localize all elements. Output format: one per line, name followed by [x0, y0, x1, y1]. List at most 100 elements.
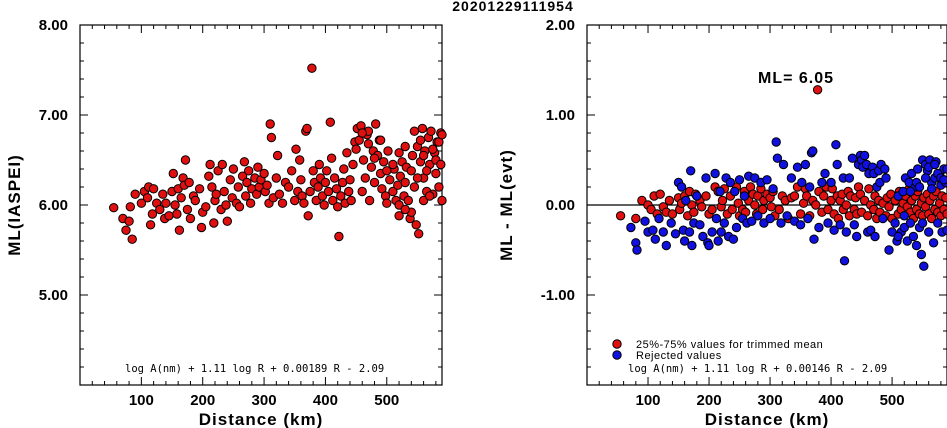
right-rejected-point — [849, 220, 859, 230]
left-accepted-point — [369, 153, 380, 163]
left-accepted-point — [346, 195, 356, 206]
right-rejected-point — [730, 186, 740, 197]
left-accepted-point — [375, 135, 386, 145]
left-accepted-point — [314, 159, 324, 170]
right-rejected-point — [808, 146, 818, 156]
left-accepted-point — [290, 195, 300, 206]
left-accepted-point — [161, 198, 171, 208]
right-rejected-point — [881, 173, 891, 183]
right-rejected-point — [933, 218, 943, 228]
left-accepted-point — [320, 177, 331, 188]
right-rejected-point — [759, 218, 769, 228]
left-accepted-point — [170, 200, 180, 210]
right-rejected-point — [844, 173, 855, 183]
right-rejected-point — [905, 218, 916, 228]
left-accepted-point — [326, 153, 337, 163]
right-rejected-point — [681, 195, 691, 206]
left-accepted-point — [418, 150, 429, 161]
right-rejected-point — [792, 162, 803, 172]
left-accepted-point — [409, 126, 420, 136]
left-accepted-point — [245, 198, 256, 208]
right-rejected-point — [786, 173, 797, 183]
right-rejected-point — [753, 211, 763, 221]
left-ytick-label: 6.00 — [39, 197, 68, 214]
right-rejected-point — [820, 168, 830, 179]
right-rejected-point — [701, 173, 711, 183]
right-rejected-point — [890, 218, 900, 228]
right-rejected-point — [823, 218, 833, 228]
left-accepted-point — [287, 166, 297, 176]
legend-label-accepted: 25%-75% values for trimmed mean — [636, 339, 823, 351]
left-accepted-point — [233, 182, 244, 192]
left-accepted-point — [221, 200, 231, 210]
left-accepted-point — [388, 186, 398, 197]
right-accepted-point — [795, 209, 806, 219]
left-accepted-point — [329, 173, 340, 183]
right-rejected-point — [648, 225, 658, 235]
left-accepted-point — [266, 132, 277, 143]
left-accepted-point — [228, 164, 239, 174]
right-rejected-point — [852, 231, 862, 242]
left-accepted-point — [383, 146, 393, 156]
left-accepted-point — [400, 204, 410, 215]
right-rejected-point — [719, 218, 729, 228]
left-accepted-point — [348, 159, 358, 170]
right-rejected-point — [666, 218, 676, 228]
right-rejected-point — [713, 236, 723, 246]
left-accepted-point — [222, 216, 233, 226]
right-accepted-point — [615, 211, 626, 221]
left-accepted-point — [339, 164, 349, 174]
right-x-axis-label: Distance (km) — [705, 410, 829, 428]
left-accepted-point — [357, 128, 367, 138]
right-rejected-point — [640, 216, 650, 226]
left-accepted-point — [176, 193, 186, 203]
right-ytick-label: 2.00 — [546, 17, 575, 34]
right-rejected-point — [919, 261, 929, 271]
right-rejected-point — [762, 175, 772, 185]
left-accepted-point — [345, 175, 355, 185]
right-rejected-point — [839, 256, 850, 266]
left-accepted-point — [322, 166, 332, 176]
right-rejected-point — [704, 240, 714, 251]
left-accepted-point — [234, 202, 245, 212]
right-ytick-label: 0.00 — [546, 197, 575, 214]
left-accepted-point — [358, 155, 369, 165]
left-accepted-point — [124, 216, 134, 226]
left-panel-ml-iaspei: 5.00 6.00 7.00 8.00 100 200 300 400 500 Distance … — [5, 17, 447, 428]
right-accepted-point — [941, 193, 947, 203]
left-accepted-point — [217, 159, 228, 170]
right-rejected-point — [908, 231, 919, 242]
left-accepted-point — [127, 234, 137, 244]
right-rejected-point — [939, 175, 947, 185]
left-accepted-point — [323, 186, 334, 197]
left-accepted-point — [196, 222, 207, 233]
left-accepted-point — [407, 150, 418, 161]
right-accepted-point — [819, 191, 829, 201]
right-accepted-point — [631, 213, 641, 224]
left-accepted-point — [422, 166, 432, 176]
right-rejected-point — [711, 213, 722, 224]
left-accepted-point — [259, 168, 269, 179]
left-accepted-point — [434, 182, 444, 192]
right-accepted-point — [664, 195, 675, 206]
right-rejected-point — [739, 191, 750, 201]
left-accepted-point — [136, 198, 147, 208]
left-accepted-point — [155, 204, 165, 215]
left-accepted-point — [262, 180, 272, 190]
left-accepted-point — [125, 202, 136, 212]
right-rejected-point — [826, 177, 836, 188]
left-accepted-point — [242, 177, 252, 188]
left-accepted-point — [360, 173, 370, 183]
right-accepted-point — [689, 207, 699, 217]
right-xtick-label: 300 — [758, 392, 783, 409]
right-rejected-point — [800, 159, 811, 170]
left-accepted-point — [431, 168, 441, 179]
left-accepted-point — [377, 184, 387, 194]
right-rejected-point — [728, 234, 739, 244]
left-accepted-point — [190, 195, 201, 206]
right-rejected-point — [731, 222, 742, 233]
left-accepted-point — [185, 213, 196, 224]
right-accepted-point — [864, 184, 874, 194]
right-formula-text: log A(nm) + 1.11 log R + 0.00146 R - 2.0… — [628, 363, 887, 375]
